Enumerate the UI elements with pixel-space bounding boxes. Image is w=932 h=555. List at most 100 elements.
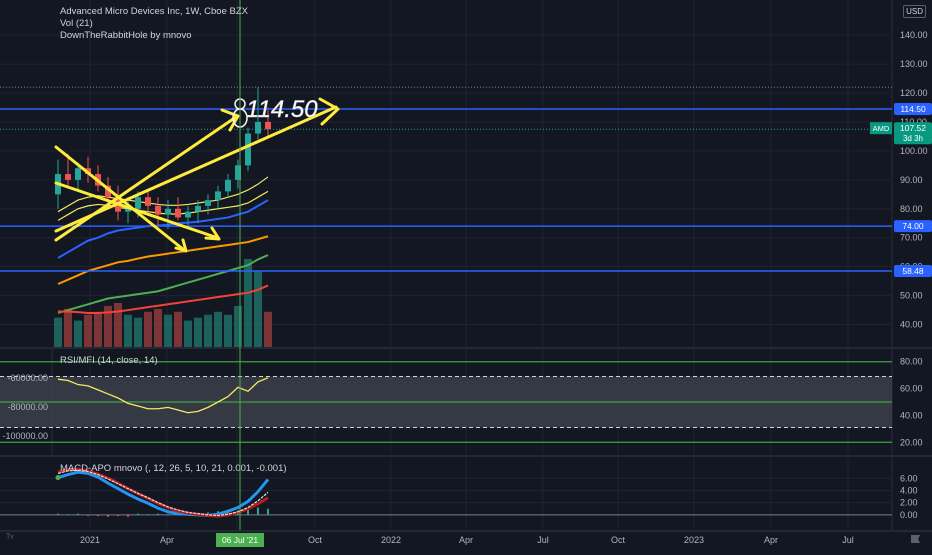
candle-body — [155, 205, 161, 215]
volume-bar — [154, 308, 162, 347]
ma-line — [57, 199, 269, 259]
rsi-tick-label: 40.00 — [900, 410, 923, 420]
x-axis-label: 2022 — [381, 535, 401, 545]
volume-bar — [174, 311, 182, 347]
trend-arrow-line — [54, 115, 238, 242]
macd-histogram-bar — [67, 514, 69, 516]
volume-bar — [234, 305, 242, 347]
volume-bar — [194, 317, 202, 347]
macd-histogram-bar — [247, 509, 249, 515]
price-tick-label: 80.00 — [900, 204, 923, 214]
candle-body — [175, 208, 181, 218]
ma-line — [57, 190, 269, 221]
rsi-left-tick-label: -80000.00 — [7, 402, 48, 412]
x-axis-label: Jul — [537, 535, 549, 545]
macd-histogram-bar — [77, 513, 79, 515]
rsi-left-tick-label: -60000.00 — [7, 373, 48, 383]
x-axis-label: Apr — [160, 535, 174, 545]
last-price-tag — [894, 122, 932, 145]
volume-bar — [74, 320, 82, 347]
rsi-tick-label: 20.00 — [900, 437, 923, 447]
volume-label[interactable]: Vol (21) — [60, 18, 93, 29]
volume-bar — [64, 308, 72, 347]
candle-body — [245, 133, 251, 166]
candle-body — [185, 211, 191, 218]
macd-histogram-bar — [57, 513, 59, 515]
down-arrow-head — [174, 238, 188, 253]
down-arrow-head — [204, 226, 221, 241]
price-tick-label: 70.00 — [900, 233, 923, 243]
trend-arrow-head — [318, 97, 340, 126]
price-tick-label: 130.00 — [900, 59, 928, 69]
price-tick-label: 40.00 — [900, 320, 923, 330]
candle-body — [65, 174, 71, 180]
volume-bar — [94, 311, 102, 347]
trend-arrow-head — [220, 108, 240, 132]
macd-histogram-bar — [107, 514, 109, 517]
macd-histogram-bar — [117, 514, 119, 517]
price-tick-label: 100.00 — [900, 146, 928, 156]
macd-histogram-bar — [257, 507, 259, 515]
macd-tick-label: 2.00 — [900, 498, 918, 508]
candle-body — [205, 200, 211, 206]
crosshair-date-label: 06 Jul '21 — [222, 535, 258, 545]
x-axis-label: Apr — [459, 535, 473, 545]
macd-tick-label: 6.00 — [900, 473, 918, 483]
annotation-price-text: 114.50 — [246, 96, 318, 123]
volume-bar — [134, 317, 142, 347]
level-price-tag — [894, 220, 932, 233]
volume-bar — [224, 314, 232, 347]
candle-body — [75, 168, 81, 180]
rsi-line — [57, 377, 269, 414]
macd-histogram-bar — [167, 514, 169, 516]
rsi-tick-label: 80.00 — [900, 357, 923, 367]
level-price-label: 58.48 — [902, 266, 924, 276]
price-tick-label: 110.00 — [900, 117, 927, 127]
candle-body — [265, 121, 271, 130]
x-axis-label: 2023 — [684, 535, 704, 545]
down-arrow-line — [54, 181, 220, 240]
x-axis-label: 2021 — [80, 535, 100, 545]
macd-tick-label: 4.00 — [900, 485, 918, 495]
macd-histogram-bar — [207, 512, 209, 515]
trend-arrow-line — [54, 105, 338, 233]
macd-histogram-bar — [87, 514, 89, 516]
rsi-left-tick-label: -100000.00 — [2, 431, 48, 441]
candle-body — [235, 165, 241, 180]
volume-bar — [184, 320, 192, 347]
candle-body — [165, 208, 171, 215]
tradingview-flag-icon — [911, 535, 920, 543]
x-axis-label: Oct — [611, 535, 626, 545]
volume-bar — [84, 314, 92, 347]
macd-line — [57, 469, 269, 517]
crosshair-date-tag — [216, 533, 264, 547]
macd-histogram-bar — [97, 514, 99, 517]
script-label[interactable]: DownTheRabbitHole by mnovo — [60, 30, 192, 41]
macd-pane-label: MACD-APO mnovo (, 12, 26, 5, 10, 21, 0.0… — [60, 463, 287, 474]
last-price-label: 107.52 — [900, 123, 926, 133]
ma-line — [57, 254, 269, 314]
symbol-tag-label: AMD — [873, 124, 890, 133]
macd-signal-dot — [55, 475, 61, 481]
symbol-title[interactable]: Advanced Micro Devices Inc, 1W, Cboe BZX — [60, 6, 248, 17]
candle-body — [125, 208, 131, 212]
volume-bar — [54, 317, 62, 347]
volume-bar — [254, 270, 262, 347]
level-price-tag — [894, 265, 932, 278]
x-axis-label: Oct — [308, 535, 323, 545]
symbol-tag — [870, 122, 892, 135]
currency-badge[interactable]: USD — [903, 5, 926, 18]
volume-bar — [244, 259, 252, 347]
x-axis-label: Jul — [842, 535, 854, 545]
price-tick-label: 140.00 — [900, 30, 928, 40]
level-price-label: 114.50 — [900, 104, 926, 114]
tradingview-logo-icon: ᵀᵛ — [6, 533, 14, 544]
price-tick-label: 50.00 — [900, 291, 923, 301]
volume-bar — [144, 311, 152, 347]
candle-body — [215, 191, 221, 201]
price-tick-label: 90.00 — [900, 175, 923, 185]
candle-body — [195, 205, 201, 212]
level-price-label: 74.00 — [902, 221, 924, 231]
